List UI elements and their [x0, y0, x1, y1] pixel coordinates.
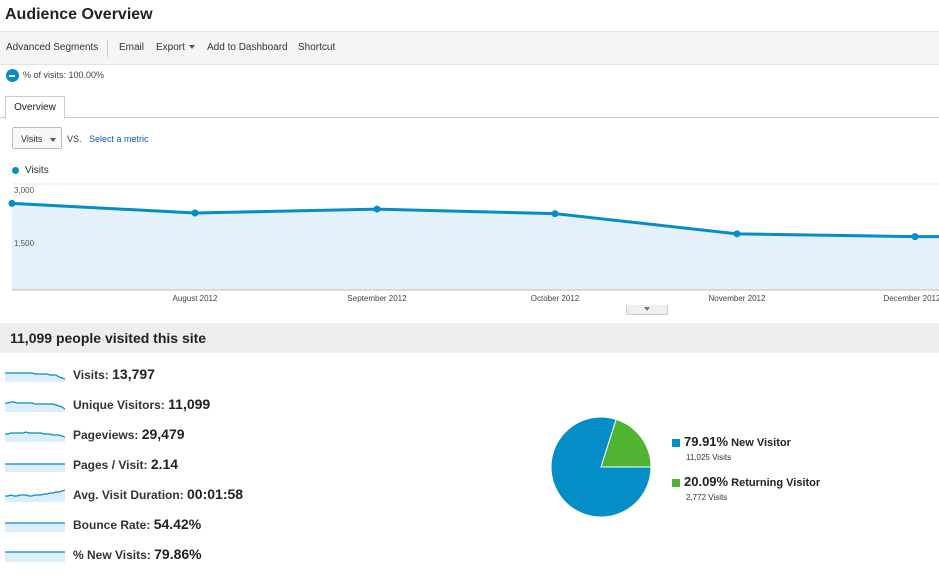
summary-header: 11,099 people visited this site: [0, 323, 939, 353]
sparkline-area: [5, 464, 65, 472]
legend-swatch: [672, 439, 680, 448]
legend-dot-icon: [12, 166, 19, 174]
sparkline-line: [5, 372, 65, 380]
visitor-type-pie[interactable]: [550, 416, 652, 518]
metric-dropdown-label: Visits: [21, 134, 43, 144]
pie-new-label: New Visitor: [731, 437, 791, 449]
data-point[interactable]: [733, 230, 741, 238]
metric-value: 2.14: [150, 456, 179, 472]
sparkline-area: [5, 523, 65, 532]
y-tick-label: 3,000: [14, 186, 35, 195]
sparkline: [5, 489, 65, 502]
data-point[interactable]: [551, 210, 559, 218]
pie-returning-pct: 20.09%: [684, 474, 729, 489]
sparkline: [5, 431, 65, 442]
segment-icon: [6, 69, 19, 82]
legend-swatch: [672, 479, 680, 488]
sparkline: [5, 401, 65, 412]
x-tick-label: November 2012: [709, 294, 766, 303]
segment-indicator[interactable]: % of visits: 100.00%: [6, 69, 104, 82]
x-tick-label: September 2012: [347, 294, 407, 303]
metric-label: Unique Visitors: 11,099: [73, 396, 210, 412]
metric-value: 79.86%: [154, 546, 202, 562]
metric-row[interactable]: Unique Visitors: 11,099: [5, 392, 305, 422]
chart-expand-handle[interactable]: [626, 305, 668, 315]
metric-label: Visits: 13,797: [73, 366, 155, 382]
metric-value: 13,797: [112, 366, 155, 382]
sparkline: [5, 463, 65, 472]
metric-label: Bounce Rate: 54.42%: [73, 516, 201, 532]
metric-label: Avg. Visit Duration: 00:01:58: [73, 486, 243, 502]
sparkline-line: [5, 431, 65, 438]
pie-legend-new: 79.91% New Visitor: [672, 434, 791, 449]
sparkline: [5, 522, 65, 532]
pie-new-pct: 79.91%: [684, 434, 729, 449]
x-tick-label: December 2012: [884, 294, 939, 303]
chart-legend: Visits: [12, 165, 49, 176]
legend-label: Visits: [25, 165, 49, 176]
pie-slice-returning-visitor[interactable]: [600, 418, 652, 468]
pie-legend-returning: 20.09% Returning Visitor: [672, 474, 820, 489]
metric-name: Visits:: [73, 368, 113, 382]
email-button[interactable]: Email: [119, 42, 145, 53]
x-tick-label: August 2012: [173, 294, 218, 303]
export-button[interactable]: Export: [156, 42, 195, 53]
toolbar: Advanced Segments Email Export Add to Da…: [0, 31, 939, 65]
metric-name: Pages / Visit:: [73, 458, 151, 472]
metric-name: Unique Visitors:: [73, 398, 169, 412]
chevron-down-icon: [50, 137, 57, 142]
visits-line-chart[interactable]: 3,000 1,500 August 2012 September 2012 Octob…: [0, 180, 939, 306]
page-title: Audience Overview: [5, 6, 153, 23]
export-label: Export: [156, 42, 185, 53]
pie-returning-visits: 2,772 Visits: [686, 493, 728, 502]
metric-name: Bounce Rate:: [73, 518, 154, 532]
metric-name: % New Visits:: [73, 548, 155, 562]
metric-dropdown[interactable]: Visits: [12, 127, 62, 149]
metric-row[interactable]: Pageviews: 29,479: [5, 422, 305, 452]
vs-label: VS.: [67, 134, 82, 144]
sparkline: [5, 551, 65, 562]
tab-divider: [0, 117, 939, 118]
metric-value: 54.42%: [153, 516, 202, 532]
data-point[interactable]: [373, 205, 381, 213]
sparkline-line: [5, 489, 65, 497]
metric-label: Pages / Visit: 2.14: [73, 456, 178, 472]
add-to-dashboard-button[interactable]: Add to Dashboard: [207, 42, 288, 53]
sparkline-area: [5, 552, 65, 562]
data-point[interactable]: [911, 233, 919, 241]
summary-headline: 11,099 people visited this site: [10, 330, 207, 346]
metric-name: Pageviews:: [73, 428, 142, 442]
y-tick-label: 1,500: [14, 239, 35, 248]
pie-new-visits: 11,025 Visits: [686, 453, 732, 462]
x-tick-label: October 2012: [531, 294, 580, 303]
data-point[interactable]: [8, 199, 16, 207]
shortcut-button[interactable]: Shortcut: [298, 42, 336, 53]
data-point[interactable]: [191, 209, 199, 217]
tab-overview[interactable]: Overview: [5, 96, 65, 119]
metric-name: Avg. Visit Duration:: [73, 488, 188, 502]
metric-row[interactable]: Avg. Visit Duration: 00:01:58: [5, 482, 305, 512]
metric-row[interactable]: Visits: 13,797: [5, 362, 305, 392]
sparkline-line: [5, 401, 65, 410]
select-metric-link[interactable]: Select a metric: [89, 134, 149, 144]
metric-label: % New Visits: 79.86%: [73, 546, 202, 562]
series-area: [12, 203, 939, 290]
advanced-segments-button[interactable]: Advanced Segments: [6, 42, 99, 53]
metric-label: Pageviews: 29,479: [73, 426, 185, 442]
segment-label: % of visits: 100.00%: [23, 69, 105, 80]
chevron-down-icon: [188, 45, 195, 50]
metric-value: 29,479: [141, 426, 185, 442]
metric-row[interactable]: Pages / Visit: 2.14: [5, 452, 305, 482]
pie-returning-label: Returning Visitor: [731, 477, 821, 489]
metric-value: 11,099: [168, 396, 211, 412]
metric-row[interactable]: Bounce Rate: 54.42%: [5, 512, 305, 542]
toolbar-divider: [107, 40, 108, 57]
metric-row[interactable]: % New Visits: 79.86%: [5, 542, 305, 572]
sparkline: [5, 372, 65, 382]
metric-value: 00:01:58: [187, 486, 244, 502]
